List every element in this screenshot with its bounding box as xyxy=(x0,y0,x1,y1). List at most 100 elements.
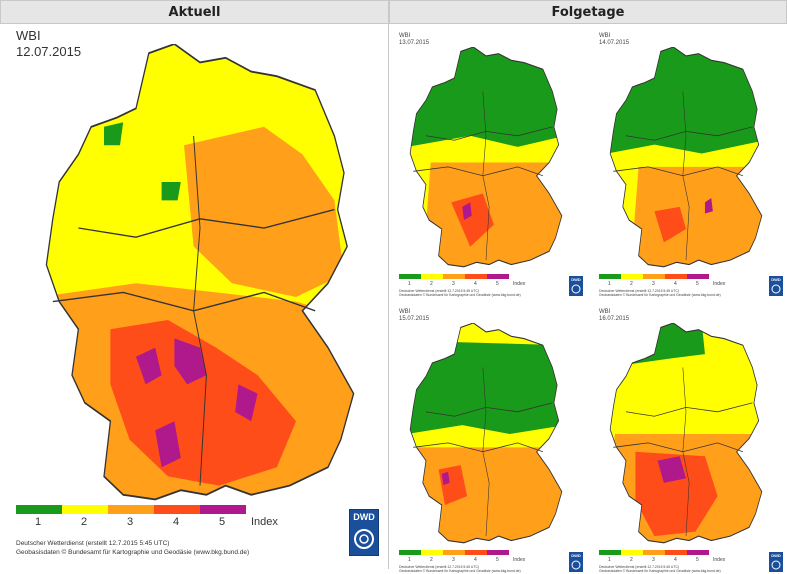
legend-label-2: 2 xyxy=(430,281,433,287)
forecast-title: WBI 16.07.2015 xyxy=(599,309,629,323)
germany-map-forecast[interactable] xyxy=(607,47,765,269)
legend-swatch-3 xyxy=(643,550,665,555)
legend-label-5: 5 xyxy=(696,281,699,287)
map-title: WBI 12.07.2015 xyxy=(16,28,81,60)
footer-geodata: Geobasisdaten © Bundesamt für Kartograph… xyxy=(599,569,721,573)
legend-label-1: 1 xyxy=(608,557,611,563)
header-current: Aktuell xyxy=(0,0,389,24)
legend-swatch-3 xyxy=(643,274,665,279)
germany-map-current[interactable] xyxy=(40,44,360,504)
region-level5-c xyxy=(155,421,181,468)
legend-swatch-3 xyxy=(108,505,154,514)
country-border xyxy=(609,323,763,544)
dwd-logo: DWD xyxy=(769,276,783,296)
legend-label-2: 2 xyxy=(81,516,88,528)
forecast-index-name: WBI xyxy=(399,33,411,39)
legend-label-4: 4 xyxy=(674,557,677,563)
legend-swatch-5 xyxy=(200,505,246,514)
dwd-swirl-icon xyxy=(771,560,781,570)
country-border xyxy=(409,323,563,544)
state-borders xyxy=(413,91,553,261)
state-border-1 xyxy=(78,208,335,238)
footer-geodata: Geobasisdaten © Bundesamt für Kartograph… xyxy=(599,293,721,297)
region-level1-a xyxy=(104,122,124,146)
forecast-legend-bar xyxy=(599,550,709,555)
germany-map-forecast[interactable] xyxy=(407,323,565,545)
country-border xyxy=(409,47,563,268)
legend-label-5: 5 xyxy=(496,557,499,563)
dwd-logo: DWD xyxy=(769,552,783,572)
forecast-date: 16.07.2015 xyxy=(599,316,630,322)
current-map-panel: WBI 12.07.2015 1 2 xyxy=(0,24,389,569)
legend-swatch-5 xyxy=(487,550,509,555)
legend-swatch-2 xyxy=(621,274,643,279)
legend-label-1: 1 xyxy=(408,557,411,563)
forecast-footer: Deutscher Wetterdienst (erstellt 12.7.20… xyxy=(399,565,521,573)
region-level3 xyxy=(410,447,562,543)
legend-swatch-1 xyxy=(399,274,421,279)
region-level5 xyxy=(704,197,713,214)
forecast-map-3[interactable]: WBI 15.07.2015 1 2 3 4 5 Index Deutscher Wetterd… xyxy=(397,309,587,574)
footer-credit: Deutscher Wetterdienst (erstellt 12.7.20… xyxy=(599,565,680,569)
region-level3 xyxy=(630,166,762,267)
legend-swatch-4 xyxy=(665,550,687,555)
forecast-title: WBI 14.07.2015 xyxy=(599,33,629,47)
legend-label-4: 4 xyxy=(674,281,677,287)
footer-geodata: Geobasisdaten © Bundesamt für Kartograph… xyxy=(16,549,250,556)
region-level1-b xyxy=(161,182,181,201)
forecast-map-4[interactable]: WBI 16.07.2015 1 2 3 4 5 Index Deutscher Wetterd… xyxy=(597,309,787,574)
forecast-date: 14.07.2015 xyxy=(599,40,630,46)
dwd-logo: DWD xyxy=(569,552,583,572)
forecast-footer: Deutscher Wetterdienst (erstellt 12.7.20… xyxy=(399,289,521,297)
region-level3-east xyxy=(184,126,344,297)
forecast-date: 15.07.2015 xyxy=(399,316,430,322)
forecast-index-name: WBI xyxy=(599,33,611,39)
legend-label-4: 4 xyxy=(474,281,477,287)
dwd-logo: DWD xyxy=(349,509,379,556)
legend-swatch-4 xyxy=(465,274,487,279)
legend-swatch-2 xyxy=(421,274,443,279)
legend-label-5: 5 xyxy=(496,281,499,287)
germany-map-forecast[interactable] xyxy=(607,323,765,545)
forecast-footer: Deutscher Wetterdienst (erstellt 12.7.20… xyxy=(599,289,721,297)
dwd-logo-text: DWD xyxy=(571,553,581,558)
legend-label-3: 3 xyxy=(452,557,455,563)
map-footer: Deutscher Wetterdienst (erstellt 12.7.20… xyxy=(16,539,249,557)
country-border xyxy=(609,47,763,268)
legend-swatch-2 xyxy=(421,550,443,555)
region-level5 xyxy=(441,471,450,486)
legend-label-3: 3 xyxy=(127,516,134,528)
region-level4 xyxy=(654,206,686,243)
forecast-map-2[interactable]: WBI 14.07.2015 1 2 3 4 5 Index Deutscher Wetterd… xyxy=(597,33,787,298)
dwd-swirl-icon xyxy=(771,284,781,294)
forecast-title: WBI 13.07.2015 xyxy=(399,33,429,47)
germany-map-forecast[interactable] xyxy=(407,47,565,269)
legend-swatch-2 xyxy=(62,505,108,514)
legend: 1 2 3 4 5 Index xyxy=(16,505,278,528)
footer-credit: Deutscher Wetterdienst (erstellt 12.7.20… xyxy=(399,565,480,569)
legend-swatch-5 xyxy=(487,274,509,279)
legend-label-3: 3 xyxy=(652,281,655,287)
forecast-map-1[interactable]: WBI 13.07.2015 1 2 3 4 5 Index Deutscher Wetterd… xyxy=(397,33,587,298)
legend-label-1: 1 xyxy=(608,281,611,287)
forecast-legend-bar xyxy=(399,274,509,279)
legend-unit: Index xyxy=(713,281,726,287)
region-level1 xyxy=(410,340,562,434)
state-borders xyxy=(613,91,753,261)
legend-label-2: 2 xyxy=(430,557,433,563)
legend-label-3: 3 xyxy=(452,281,455,287)
legend-swatch-5 xyxy=(687,274,709,279)
region-level5-d xyxy=(235,384,258,422)
header-forecast: Folgetage xyxy=(389,0,787,24)
country-border xyxy=(45,44,355,501)
dwd-swirl-icon xyxy=(571,284,581,294)
legend-label-2: 2 xyxy=(630,557,633,563)
legend-unit: Index xyxy=(251,516,278,528)
legend-swatch-4 xyxy=(665,274,687,279)
legend-label-3: 3 xyxy=(652,557,655,563)
dwd-logo-text: DWD xyxy=(771,277,781,282)
header-current-label: Aktuell xyxy=(168,4,221,20)
footer-geodata: Geobasisdaten © Bundesamt für Kartograph… xyxy=(399,569,521,573)
legend-bar xyxy=(16,505,246,514)
legend-label-5: 5 xyxy=(219,516,226,528)
